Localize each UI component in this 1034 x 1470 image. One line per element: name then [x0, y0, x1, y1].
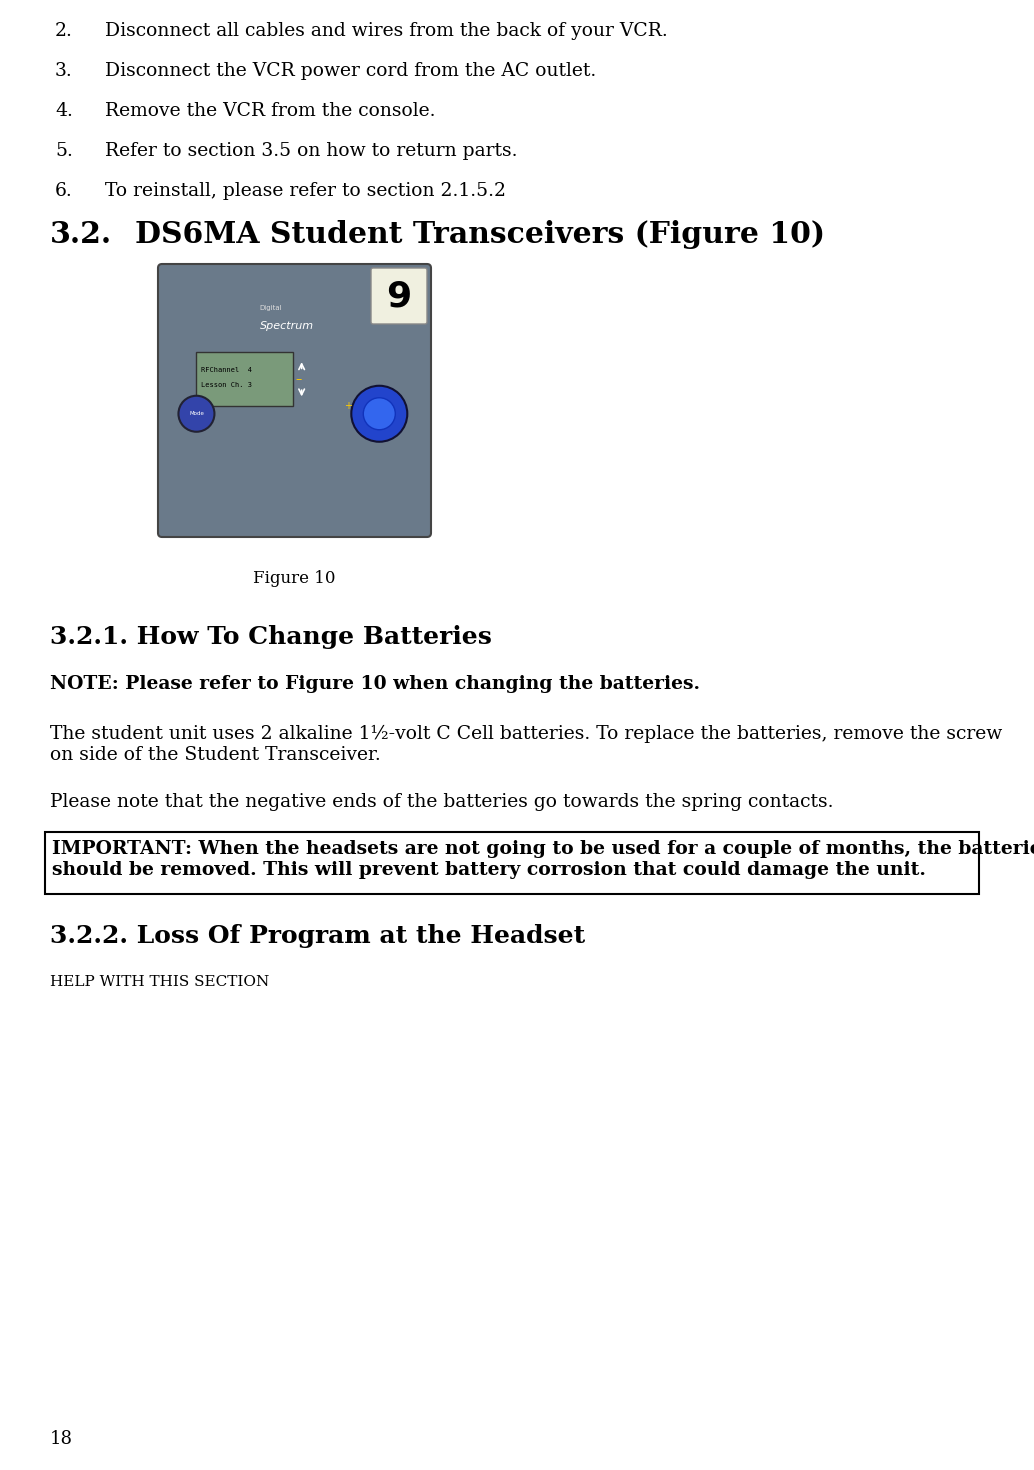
Text: 3.2.: 3.2. — [50, 220, 112, 248]
Text: 9: 9 — [387, 279, 412, 313]
Text: The student unit uses 2 alkaline 1½-volt C Cell batteries. To replace the batter: The student unit uses 2 alkaline 1½-volt… — [50, 725, 1002, 764]
Text: 4.: 4. — [55, 101, 72, 121]
Text: Lesson Ch. 3: Lesson Ch. 3 — [201, 382, 251, 388]
Text: 3.: 3. — [55, 62, 72, 79]
Text: Remove the VCR from the console.: Remove the VCR from the console. — [105, 101, 435, 121]
Text: IMPORTANT: When the headsets are not going to be used for a couple of months, th: IMPORTANT: When the headsets are not goi… — [52, 839, 1034, 879]
Text: RFChannel  4: RFChannel 4 — [201, 368, 251, 373]
Circle shape — [363, 398, 395, 429]
Text: DS6MA Student Transceivers (Figure 10): DS6MA Student Transceivers (Figure 10) — [135, 220, 825, 248]
Text: HELP WITH THIS SECTION: HELP WITH THIS SECTION — [50, 975, 269, 989]
Text: Disconnect all cables and wires from the back of your VCR.: Disconnect all cables and wires from the… — [105, 22, 668, 40]
Text: 2.: 2. — [55, 22, 72, 40]
Text: 5.: 5. — [55, 143, 72, 160]
FancyBboxPatch shape — [195, 353, 293, 406]
FancyBboxPatch shape — [371, 268, 427, 323]
Text: Digital: Digital — [260, 304, 282, 310]
Text: NOTE: Please refer to Figure 10 when changing the batteries.: NOTE: Please refer to Figure 10 when cha… — [50, 675, 700, 692]
Text: +: + — [344, 401, 353, 410]
Circle shape — [179, 395, 214, 432]
Text: 18: 18 — [50, 1430, 73, 1448]
Text: Please note that the negative ends of the batteries go towards the spring contac: Please note that the negative ends of th… — [50, 792, 833, 811]
Text: Disconnect the VCR power cord from the AC outlet.: Disconnect the VCR power cord from the A… — [105, 62, 597, 79]
Text: –: – — [296, 373, 302, 385]
FancyBboxPatch shape — [45, 832, 979, 894]
FancyBboxPatch shape — [158, 265, 431, 537]
Text: 3.2.1. How To Change Batteries: 3.2.1. How To Change Batteries — [50, 625, 492, 648]
Text: 3.2.2. Loss Of Program at the Headset: 3.2.2. Loss Of Program at the Headset — [50, 925, 585, 948]
Text: To reinstall, please refer to section 2.1.5.2: To reinstall, please refer to section 2.… — [105, 182, 506, 200]
Circle shape — [352, 385, 407, 442]
Text: Mode: Mode — [189, 412, 204, 416]
Text: 6.: 6. — [55, 182, 72, 200]
Text: Figure 10: Figure 10 — [253, 570, 336, 587]
Text: Spectrum: Spectrum — [260, 322, 313, 331]
Text: Refer to section 3.5 on how to return parts.: Refer to section 3.5 on how to return pa… — [105, 143, 517, 160]
